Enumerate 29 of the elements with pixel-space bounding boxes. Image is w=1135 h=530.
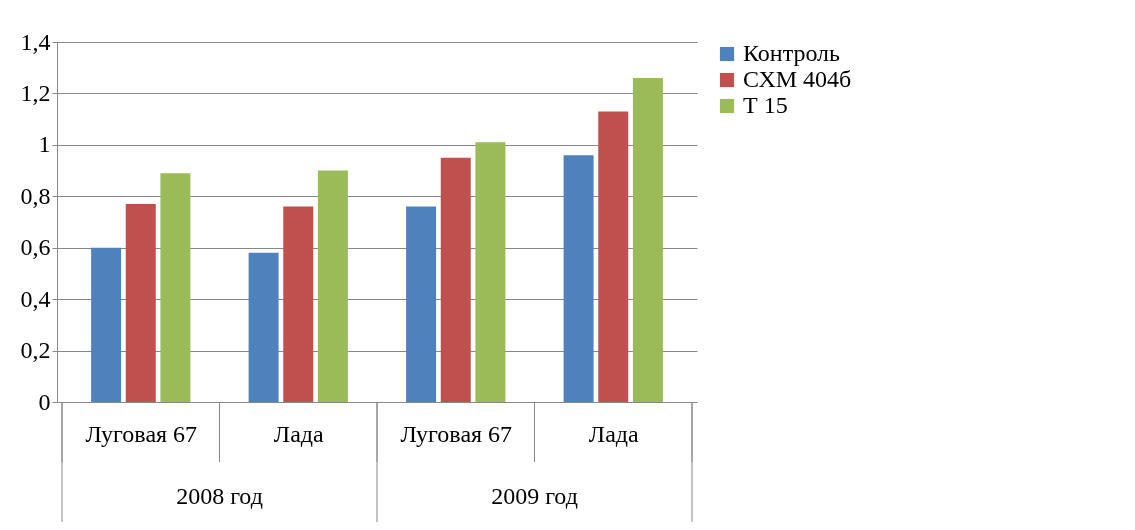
x-tick-label: Луговая 67	[400, 420, 513, 447]
y-tick-label: 0	[38, 388, 51, 415]
bar	[598, 111, 629, 402]
bar	[248, 252, 279, 402]
x-tick-label: Лада	[588, 420, 639, 447]
bar	[91, 247, 122, 402]
bar	[406, 206, 437, 402]
y-tick-label: 1,4	[20, 28, 51, 55]
bar	[283, 206, 314, 402]
bar	[125, 204, 156, 402]
legend-label: Контроль	[743, 40, 841, 66]
bar	[563, 155, 594, 402]
text: 2009 год	[491, 483, 578, 509]
y-tick-label: 0,6	[20, 234, 51, 261]
bar	[160, 173, 191, 402]
bar	[475, 142, 506, 402]
bar	[632, 78, 663, 402]
x-tick-label: Лада	[273, 420, 324, 447]
bar	[317, 170, 348, 402]
bar	[440, 157, 471, 402]
x-tick-label: Луговая 67	[85, 420, 198, 447]
y-tick-label: 0,2	[20, 337, 51, 364]
legend-label: СХМ 404б	[743, 66, 852, 92]
legend-label: Т 15	[743, 92, 788, 118]
y-tick-label: 1	[38, 131, 51, 158]
y-tick-label: 0,8	[20, 182, 51, 209]
text: 2008 год	[176, 483, 263, 509]
y-tick-label: 0,4	[20, 285, 51, 312]
y-tick-label: 1,2	[20, 79, 51, 106]
